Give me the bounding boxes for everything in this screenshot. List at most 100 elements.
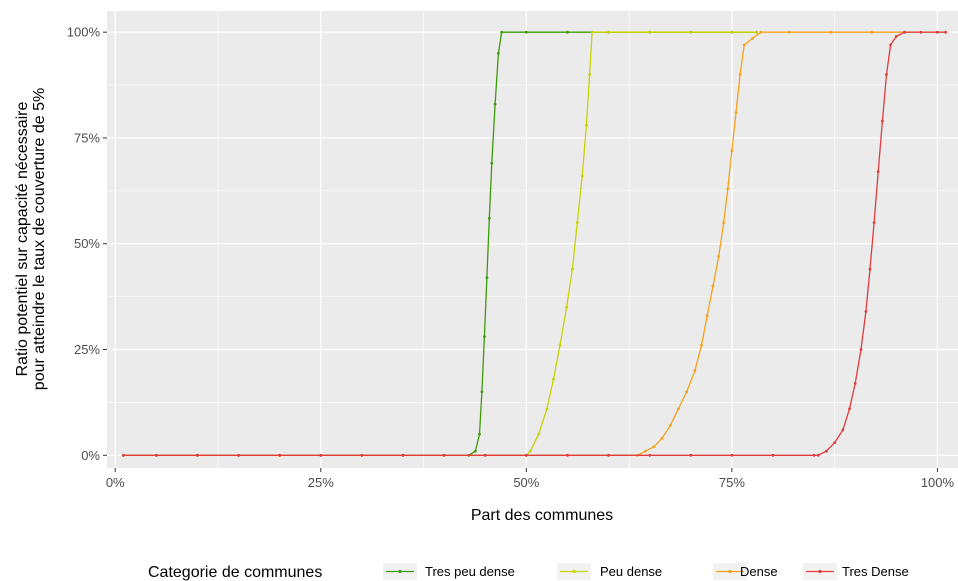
data-point — [483, 335, 486, 339]
data-point — [607, 30, 610, 34]
data-point — [881, 119, 884, 123]
data-point — [648, 453, 652, 457]
data-point — [812, 453, 816, 457]
data-point — [816, 453, 820, 457]
data-point — [644, 449, 647, 453]
data-point — [648, 30, 652, 34]
data-point — [755, 30, 758, 34]
data-point — [590, 30, 594, 34]
legend-label: Tres Dense — [842, 564, 909, 579]
legend-key-point — [398, 569, 402, 574]
plot-panel — [107, 11, 958, 468]
data-point — [237, 453, 241, 457]
data-point — [936, 30, 939, 34]
data-point — [483, 453, 487, 457]
data-point — [848, 407, 851, 411]
data-point — [580, 174, 584, 178]
data-point — [487, 216, 491, 220]
y-tick-label: 75% — [74, 130, 100, 145]
y-axis-title-line-2: pour atteindre le taux de couverture de … — [31, 88, 48, 390]
y-tick-label: 100% — [67, 25, 101, 40]
data-point — [870, 30, 874, 34]
y-tick-label: 25% — [74, 342, 100, 357]
data-point — [360, 453, 364, 457]
x-tick-label: 100% — [921, 475, 955, 490]
y-axis: 0% 25% 50% 75% 100% — [67, 25, 107, 463]
data-point — [730, 30, 734, 34]
data-point — [524, 30, 528, 34]
data-point — [442, 453, 446, 457]
series-layer — [122, 30, 948, 457]
data-point — [689, 30, 693, 34]
data-point — [668, 424, 672, 428]
data-point — [894, 35, 898, 38]
data-point — [742, 43, 746, 47]
data-point — [876, 170, 880, 174]
data-point — [903, 30, 906, 34]
data-point — [693, 369, 697, 373]
data-point — [771, 453, 775, 457]
data-point — [722, 221, 726, 225]
y-tick-label: 0% — [81, 448, 100, 463]
x-tick-label: 25% — [308, 475, 334, 490]
data-point — [944, 30, 948, 34]
data-point — [738, 73, 742, 76]
data-point — [700, 343, 703, 347]
data-point — [868, 267, 872, 271]
legend-key — [803, 563, 837, 580]
data-point — [825, 449, 828, 453]
data-point — [853, 382, 857, 385]
data-point — [829, 30, 832, 34]
data-point — [545, 407, 549, 411]
data-point — [660, 437, 664, 440]
data-point — [889, 43, 892, 47]
legend-key-point — [818, 569, 822, 574]
data-point — [558, 343, 562, 347]
data-point — [319, 453, 323, 457]
data-point — [154, 453, 158, 457]
data-point — [705, 314, 709, 318]
x-tick-label: 75% — [719, 475, 745, 490]
data-point — [278, 453, 282, 457]
data-point — [788, 30, 791, 34]
data-point — [585, 123, 588, 127]
legend-label: Tres peu dense — [425, 564, 515, 579]
data-point — [919, 30, 923, 34]
data-point — [566, 453, 569, 457]
minor-gridlines — [107, 11, 958, 468]
legend-key-point — [728, 569, 732, 574]
data-point — [575, 221, 579, 225]
data-point — [885, 73, 888, 76]
legend-label: Peu dense — [600, 564, 662, 579]
legend-key-point — [572, 569, 576, 574]
data-point — [537, 432, 541, 436]
data-point — [859, 348, 863, 351]
data-point — [196, 453, 199, 457]
legend-title: Categorie de communes — [148, 564, 322, 581]
data-point — [566, 30, 569, 34]
data-point — [872, 221, 876, 225]
data-point — [565, 305, 568, 309]
data-point — [401, 453, 405, 457]
data-point — [689, 453, 693, 457]
data-point — [474, 449, 477, 453]
y-tick-label: 50% — [74, 236, 100, 251]
x-tick-label: 50% — [513, 475, 539, 490]
data-point — [734, 111, 738, 114]
data-point — [751, 37, 754, 40]
data-point — [652, 445, 656, 449]
data-point — [524, 453, 528, 457]
data-point — [588, 73, 591, 76]
legend-key — [383, 563, 417, 580]
legend-label: Dense — [740, 564, 778, 579]
data-point — [497, 51, 500, 55]
data-point — [607, 453, 610, 457]
data-point — [841, 428, 845, 432]
data-point — [730, 453, 734, 457]
data-point — [833, 441, 837, 444]
x-tick-label: 0% — [106, 475, 125, 490]
data-point — [480, 390, 484, 394]
data-point — [122, 453, 125, 457]
data-point — [490, 161, 494, 165]
